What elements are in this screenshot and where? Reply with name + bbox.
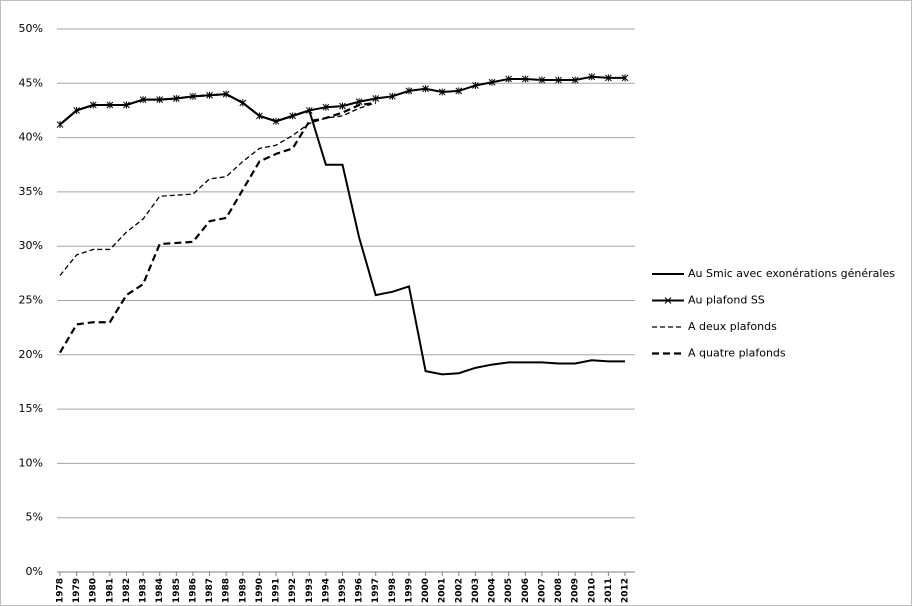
x-tick-label: 2005 — [504, 578, 514, 603]
x-tick-label: 1988 — [222, 578, 232, 603]
star-marker — [455, 87, 463, 95]
y-tick-label: 20% — [19, 348, 43, 361]
x-tick-label: 2008 — [554, 578, 564, 603]
x-tick-label: 2009 — [571, 578, 581, 603]
x-tick-label: 1991 — [272, 578, 282, 603]
x-tick-label: 2000 — [421, 578, 431, 603]
y-tick-label: 30% — [19, 239, 43, 252]
x-tick-label: 2012 — [621, 578, 631, 603]
x-tick-label: 2002 — [454, 578, 464, 603]
x-tick-label: 1996 — [355, 578, 365, 603]
star-marker — [405, 87, 413, 95]
legend-marker — [664, 297, 672, 304]
legend-label: A quatre plafonds — [688, 347, 786, 360]
x-tick-label: 1979 — [72, 578, 82, 603]
series-line — [59, 101, 376, 354]
y-tick-label: 15% — [19, 402, 43, 415]
star-marker — [172, 95, 180, 103]
x-tick-label: 1994 — [321, 578, 331, 603]
y-tick-label: 45% — [19, 76, 43, 89]
star-marker — [588, 73, 596, 81]
y-tick-label: 5% — [26, 511, 43, 524]
star-marker — [272, 117, 280, 125]
star-marker — [438, 88, 446, 96]
star-marker — [206, 91, 213, 99]
star-marker — [89, 101, 97, 109]
star-marker — [555, 76, 562, 84]
star-marker — [388, 92, 396, 100]
star-marker — [605, 74, 612, 82]
x-tick-label: 1992 — [288, 578, 298, 603]
y-tick-label: 35% — [19, 185, 43, 198]
star-marker — [372, 95, 380, 103]
x-tick-label: 2011 — [604, 578, 614, 603]
star-marker — [322, 103, 330, 111]
star-marker — [189, 92, 197, 100]
legend-label: Au Smic avec exonérations générales — [688, 267, 895, 280]
star-marker — [488, 78, 496, 86]
legend-label: Au plafond SS — [688, 294, 765, 307]
star-marker — [289, 112, 297, 120]
x-tick-label: 1999 — [404, 578, 414, 603]
x-tick-label: 1985 — [172, 578, 182, 603]
y-tick-label: 50% — [19, 22, 43, 35]
x-tick-label: 1986 — [188, 578, 198, 603]
star-marker — [505, 75, 513, 83]
y-tick-label: 10% — [19, 456, 43, 469]
legend-label: A deux plafonds — [688, 320, 777, 333]
star-marker — [139, 96, 147, 104]
x-tick-label: 2006 — [521, 578, 531, 603]
x-tick-label: 1983 — [139, 578, 149, 603]
x-tick-label: 2007 — [537, 578, 547, 603]
star-marker — [156, 96, 164, 104]
star-marker — [106, 101, 114, 109]
star-marker — [339, 102, 346, 110]
star-marker — [73, 106, 80, 114]
x-tick-label: 1997 — [371, 578, 381, 603]
x-tick-label: 1998 — [388, 578, 398, 603]
star-marker — [56, 121, 64, 129]
y-tick-label: 40% — [19, 131, 43, 144]
star-marker — [256, 112, 263, 120]
star-marker — [472, 81, 479, 89]
star-marker — [521, 75, 529, 83]
y-tick-label: 25% — [19, 294, 43, 307]
star-marker — [621, 74, 629, 82]
x-tick-label: 1993 — [305, 578, 315, 603]
x-tick-label: 1981 — [105, 578, 115, 603]
x-tick-label: 1995 — [338, 578, 348, 603]
x-tick-label: 1978 — [56, 578, 66, 603]
x-tick-label: 1980 — [89, 578, 99, 603]
x-tick-label: 1982 — [122, 578, 132, 603]
star-marker — [239, 99, 247, 107]
star-marker — [222, 90, 230, 98]
x-tick-label: 2010 — [587, 578, 597, 603]
x-tick-label: 2003 — [471, 578, 481, 603]
star-marker — [305, 106, 313, 114]
y-tick-label: 0% — [26, 565, 43, 578]
x-tick-label: 2004 — [488, 578, 498, 603]
star-marker — [123, 101, 130, 109]
star-marker — [571, 76, 579, 84]
x-tick-label: 1989 — [238, 578, 248, 603]
star-marker — [538, 76, 546, 84]
star-marker — [422, 85, 429, 93]
x-tick-label: 2001 — [438, 578, 448, 603]
x-tick-label: 1987 — [205, 578, 215, 603]
x-tick-label: 1984 — [155, 578, 165, 603]
x-tick-label: 1990 — [255, 578, 265, 603]
